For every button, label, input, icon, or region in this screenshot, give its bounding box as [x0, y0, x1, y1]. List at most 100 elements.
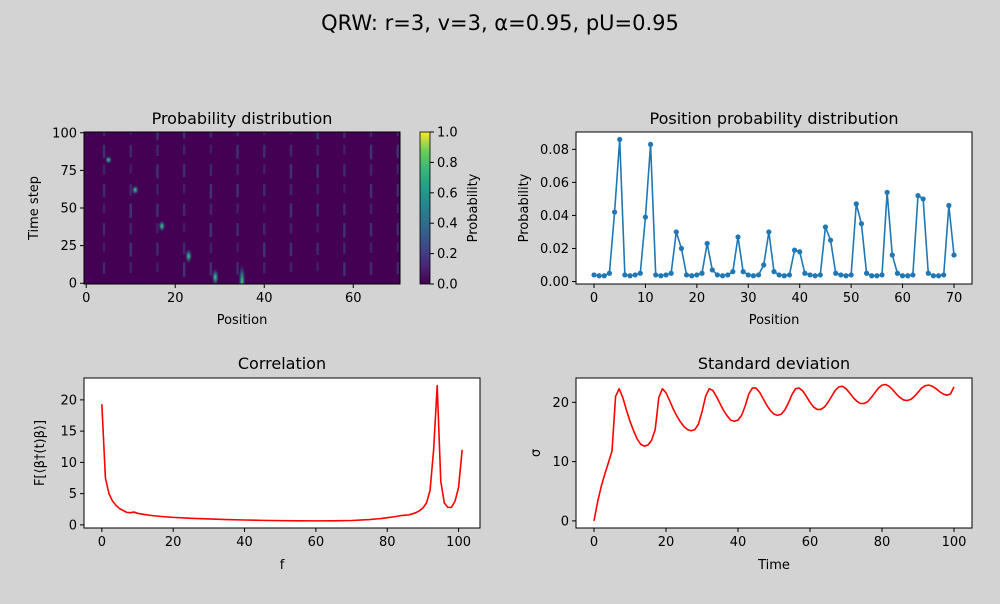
heatmap-bright-spot — [185, 248, 193, 264]
heatmap-streak — [236, 262, 239, 275]
position-probability-point — [791, 247, 798, 253]
heatmap-streak — [316, 144, 319, 156]
heatmap-streak — [236, 183, 239, 198]
heatmap-streak — [129, 262, 132, 273]
heatmap-streak — [396, 164, 399, 175]
heatmap-streak — [343, 262, 346, 277]
position-probability-point — [786, 272, 793, 278]
correlation-title: Correlation — [238, 354, 326, 373]
heatmap-streak — [289, 132, 293, 135]
heatmap-streak — [209, 164, 213, 177]
position-probability-point — [951, 252, 957, 258]
position-probability-ytick-label: 0.08 — [540, 143, 569, 158]
position-probability-point — [884, 189, 890, 195]
heatmap-ylabel: Time step — [27, 176, 42, 241]
position-probability-point — [797, 249, 803, 255]
position-probability-point — [622, 272, 628, 278]
heatmap-streak — [396, 242, 399, 252]
heatmap-streak — [369, 203, 373, 215]
heatmap-streak — [182, 132, 186, 139]
correlation-panel: 0 20 40 60 80 100 0 5 10 15 20 Correlation f F[⟨β†… — [33, 354, 481, 573]
heatmap-streak — [343, 144, 346, 155]
standard-deviation-ytick-label: 20 — [552, 396, 569, 411]
position-probability-point — [946, 202, 952, 209]
heatmap-streak — [343, 132, 346, 139]
position-probability-point — [781, 273, 787, 279]
position-probability-point — [658, 273, 664, 279]
heatmap-streak — [343, 223, 346, 238]
heatmap-streak — [289, 242, 293, 257]
position-probability-panel: 0 10 20 30 40 50 60 70 0.00 0.02 0.04 0.06 0.08 Posi… — [517, 109, 973, 328]
position-probability-point — [863, 270, 870, 276]
standard-deviation-ytick-label: 0 — [561, 514, 569, 529]
position-probability-title: Position probability distribution — [649, 109, 898, 128]
position-probability-point — [683, 272, 690, 278]
heatmap-streak — [343, 242, 346, 254]
position-probability-point — [838, 272, 844, 278]
position-probability-point — [920, 196, 926, 202]
position-probability-xtick-label: 30 — [740, 291, 757, 306]
standard-deviation-ylabel: σ — [529, 449, 544, 457]
position-probability-point — [725, 272, 731, 278]
position-probability-point — [807, 272, 813, 278]
heatmap-streak — [263, 262, 266, 274]
standard-deviation-xtick-label: 60 — [802, 535, 819, 550]
heatmap-streak — [182, 242, 186, 255]
heatmap-xlabel: Position — [217, 313, 268, 328]
heatmap-streak — [263, 242, 266, 258]
correlation-ytick-label: 5 — [69, 487, 77, 502]
heatmap-streak — [129, 164, 132, 174]
heatmap-streak — [396, 132, 399, 136]
heatmap-streak — [129, 223, 132, 235]
heatmap-xtick-label: 20 — [167, 291, 184, 306]
position-probability-point — [776, 272, 782, 278]
correlation-xtick-label: 20 — [165, 535, 182, 550]
heatmap-streak — [263, 223, 266, 235]
heatmap-streak — [289, 164, 293, 179]
heatmap-streak — [209, 223, 213, 238]
position-probability-point — [606, 270, 613, 276]
position-probability-xtick-label: 20 — [689, 291, 706, 306]
colorbar — [419, 131, 431, 285]
position-probability-point — [642, 214, 649, 220]
heatmap-streak — [236, 132, 239, 137]
heatmap-streak — [316, 262, 319, 272]
heatmap-streak — [156, 132, 159, 140]
position-probability-point — [874, 273, 880, 279]
heatmap-streak — [369, 132, 373, 137]
heatmap-streak — [129, 132, 132, 135]
heatmap-streak — [396, 262, 399, 274]
position-probability-point — [637, 270, 643, 276]
position-probability-ytick-label: 0.02 — [540, 242, 569, 257]
position-probability-point — [714, 272, 721, 278]
position-probability-point — [601, 273, 607, 279]
position-probability-point — [750, 273, 757, 279]
heatmap-streak — [209, 262, 213, 276]
heatmap-ytick-label: 25 — [60, 239, 77, 254]
heatmap-streak — [102, 164, 106, 175]
position-probability-xtick-label: 50 — [843, 291, 860, 306]
position-probability-point — [899, 273, 906, 279]
suptitle: QRW: r=3, v=3, α=0.95, pU=0.95 — [321, 11, 679, 35]
heatmap-streak — [102, 132, 106, 136]
position-probability-point — [930, 273, 937, 279]
colorbar-tick-label: 0.4 — [437, 217, 458, 232]
heatmap-streak — [129, 242, 132, 257]
position-probability-point — [833, 270, 839, 276]
heatmap-streak — [209, 183, 213, 199]
colorbar-tick-label: 0.2 — [437, 247, 458, 262]
heatmap-streak — [263, 164, 266, 174]
position-probability-point — [889, 252, 895, 258]
heatmap-streak — [182, 183, 186, 194]
position-probability-xlabel: Position — [749, 313, 800, 328]
heatmap-ticks: 0 20 40 60 0 25 50 75 100 — [52, 126, 361, 306]
standard-deviation-xtick-label: 40 — [730, 535, 747, 550]
position-probability-point — [879, 272, 885, 278]
correlation-xtick-label: 80 — [379, 535, 396, 550]
position-probability-point — [802, 270, 808, 276]
correlation-xtick-label: 40 — [236, 535, 253, 550]
correlation-marks — [101, 384, 463, 522]
position-probability-point — [905, 273, 911, 279]
standard-deviation-xtick-label: 0 — [590, 535, 598, 550]
